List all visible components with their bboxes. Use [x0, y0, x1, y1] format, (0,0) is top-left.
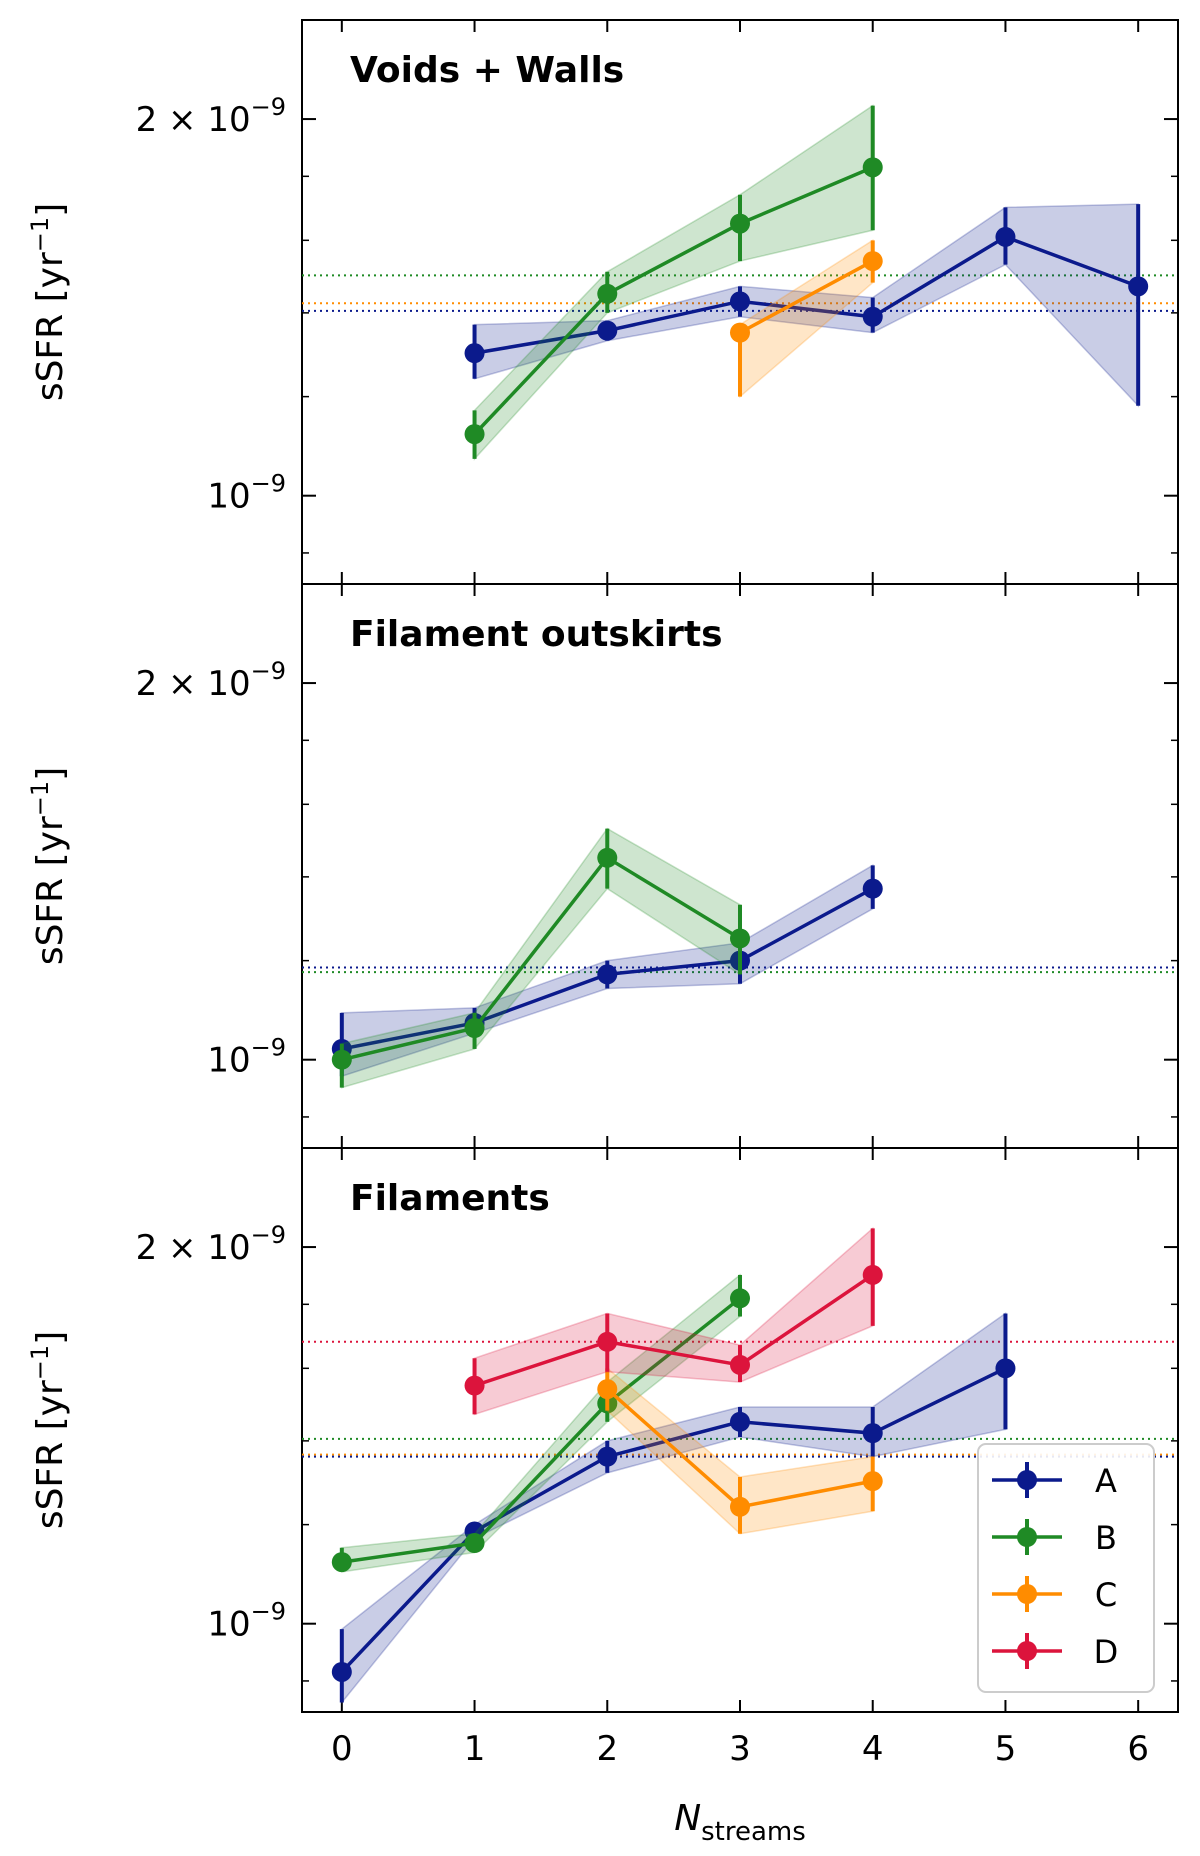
legend-marker-D	[1017, 1641, 1037, 1661]
panel-2: 2 × 10−9 10−9 Filament outskirts sSFR [yr−1…	[26, 583, 1179, 1149]
panel-frame	[301, 583, 1179, 1149]
point-C	[730, 322, 750, 343]
x-tick-label: 3	[729, 1729, 751, 1769]
y-tick-label: 2 × 10−9	[136, 657, 286, 704]
point-D	[464, 1375, 485, 1396]
point-B	[597, 847, 618, 868]
legend-label-B: B	[1095, 1519, 1117, 1557]
point-A	[597, 1446, 618, 1467]
y-tick-label: 10−9	[207, 470, 286, 517]
point-B	[730, 213, 750, 234]
series-line-A	[340, 1366, 1007, 1674]
panel-title: Filament outskirts	[350, 614, 723, 655]
legend-label-D: D	[1094, 1633, 1119, 1671]
point-A	[597, 320, 618, 341]
point-B	[464, 1018, 485, 1039]
legend-box	[977, 1443, 1155, 1693]
point-D	[597, 1331, 618, 1352]
point-A	[1128, 276, 1149, 297]
panel-3: 2 × 10−9 10−9 Filaments sSFR [yr−1]	[26, 1147, 1179, 1713]
x-tick-label: 4	[862, 1729, 884, 1769]
point-B	[331, 1049, 352, 1070]
x-tick-label: 0	[331, 1729, 353, 1769]
y-tick-label: 2 × 10−9	[136, 93, 286, 140]
point-B	[730, 928, 750, 949]
panel-title: Voids + Walls	[350, 50, 624, 91]
series-line-B	[341, 855, 741, 1062]
point-C	[730, 1496, 750, 1517]
series-line-C	[739, 259, 874, 335]
point-C	[862, 251, 883, 272]
band-D	[473, 1226, 874, 1416]
y-tick-label: 2 × 10−9	[136, 1221, 286, 1268]
y-axis-label: sSFR [yr−1]	[26, 1331, 71, 1529]
y-tick-label: 10−9	[207, 1034, 286, 1081]
x-tick-label: 2	[596, 1729, 618, 1769]
point-B	[862, 157, 883, 178]
point-B	[464, 1533, 485, 1554]
point-A	[464, 343, 485, 364]
series-line-D	[473, 1273, 874, 1388]
series-line-B	[341, 1296, 742, 1564]
point-A	[730, 1411, 750, 1432]
panel-1: 2 × 10−9 10−9 Voids + Walls sSFR [yr−1]	[26, 19, 1179, 585]
legend-marker-C	[1017, 1584, 1037, 1604]
legend-label-A: A	[1095, 1462, 1117, 1500]
point-A	[862, 878, 883, 899]
panel-title: Filaments	[350, 1178, 550, 1219]
point-B	[331, 1552, 352, 1573]
point-B	[597, 283, 618, 304]
legend-label-C: C	[1095, 1576, 1117, 1614]
point-A	[331, 1661, 352, 1682]
y-axis-label: sSFR [yr−1]	[26, 767, 71, 965]
y-axis-label: sSFR [yr−1]	[26, 203, 71, 401]
point-B	[464, 424, 485, 445]
point-A	[995, 1358, 1016, 1379]
x-tick-label: 1	[464, 1729, 486, 1769]
point-A	[862, 306, 883, 327]
point-C	[597, 1379, 618, 1400]
point-A	[730, 291, 750, 312]
point-D	[862, 1264, 883, 1285]
point-B	[730, 1288, 750, 1309]
x-tick-label: 5	[995, 1729, 1017, 1769]
series-line-A	[474, 234, 1139, 355]
point-A	[862, 1423, 883, 1444]
series-line-B	[473, 165, 874, 436]
y-tick-label: 10−9	[207, 1598, 286, 1645]
point-C	[862, 1471, 883, 1492]
x-axis-label: Nstreams	[674, 1798, 806, 1847]
point-A	[597, 964, 618, 985]
x-tick-label: 6	[1127, 1729, 1149, 1769]
point-A	[995, 226, 1016, 247]
point-D	[730, 1354, 750, 1375]
legend-marker-A	[1017, 1470, 1037, 1490]
legend-marker-B	[1017, 1527, 1037, 1547]
